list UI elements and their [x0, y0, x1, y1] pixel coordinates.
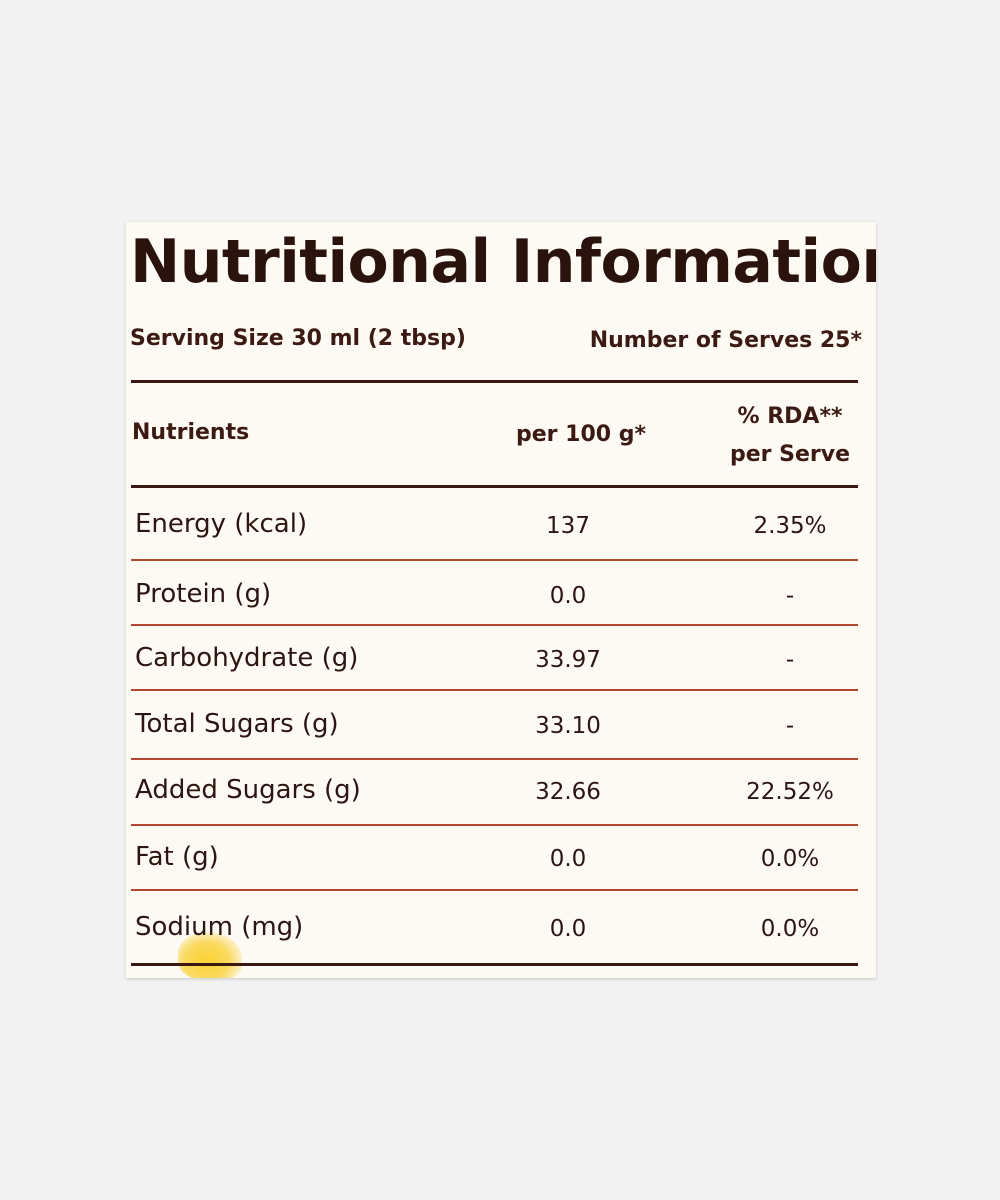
table-row: Fat (g) 0.0 0.0% [126, 837, 876, 877]
row-divider [131, 824, 858, 826]
number-of-serves: Number of Serves 25* [589, 328, 862, 353]
serving-size: Serving Size 30 ml (2 tbsp) [130, 326, 466, 351]
per-100g-value: 33.10 [535, 713, 601, 739]
per-100g-value: 137 [546, 513, 590, 539]
row-divider [131, 889, 858, 891]
table-row: Carbohydrate (g) 33.97 - [126, 638, 876, 678]
column-header-per-100g: per 100 g* [516, 422, 647, 447]
table-bottom-rule [131, 963, 858, 966]
rda-value: - [785, 713, 795, 739]
table-row: Total Sugars (g) 33.10 - [126, 704, 876, 744]
rda-value: 0.0% [760, 846, 820, 872]
table-row: Added Sugars (g) 32.66 22.52% [126, 770, 876, 810]
column-header-nutrients: Nutrients [132, 420, 250, 445]
nutrient-name: Total Sugars (g) [135, 709, 339, 739]
column-header-rda-line2: per Serve [729, 442, 851, 467]
rda-value: - [785, 647, 795, 673]
label-title: Nutritional Information [130, 227, 876, 297]
nutrient-name: Fat (g) [135, 842, 219, 872]
table-row: Energy (kcal) 137 2.35% [126, 504, 876, 544]
row-divider [131, 689, 858, 691]
row-divider [131, 559, 858, 561]
yellow-smudge [178, 932, 242, 978]
rda-value: 22.52% [746, 779, 834, 805]
per-100g-value: 0.0 [549, 916, 587, 942]
column-header-rda-line1: % RDA** [737, 404, 843, 429]
nutrient-name: Sodium (mg) [135, 912, 304, 942]
column-header-rda: % RDA** per Serve [714, 398, 866, 474]
header-top-rule [131, 380, 858, 383]
rda-value: - [785, 583, 795, 609]
rda-value: 0.0% [760, 916, 820, 942]
row-divider [131, 624, 858, 626]
header-bottom-rule [131, 485, 858, 488]
per-100g-value: 0.0 [549, 846, 587, 872]
table-row: Sodium (mg) 0.0 0.0% [126, 907, 876, 947]
rda-value: 2.35% [753, 513, 827, 539]
nutrient-name: Energy (kcal) [135, 509, 308, 539]
nutrition-label: Nutritional Information Serving Size 30 … [126, 222, 876, 978]
nutrient-name: Protein (g) [135, 579, 272, 609]
row-divider [131, 758, 858, 760]
nutrient-name: Added Sugars (g) [135, 775, 361, 805]
nutrient-name: Carbohydrate (g) [135, 643, 359, 673]
per-100g-value: 32.66 [535, 779, 601, 805]
table-row: Protein (g) 0.0 - [126, 574, 876, 614]
per-100g-value: 0.0 [549, 583, 587, 609]
per-100g-value: 33.97 [535, 647, 601, 673]
